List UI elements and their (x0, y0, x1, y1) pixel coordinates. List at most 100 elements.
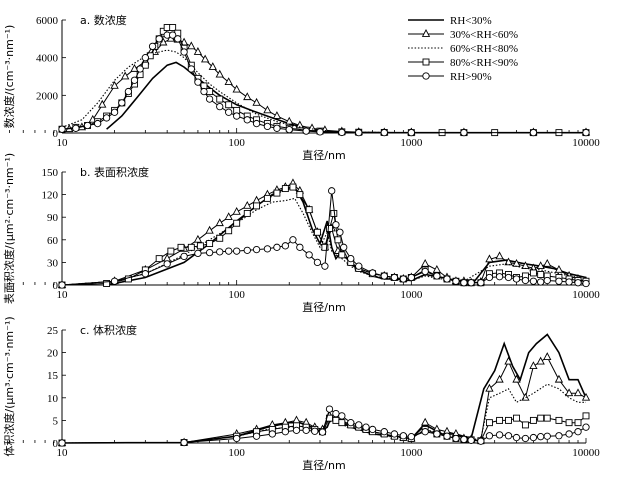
series-2-point (232, 206, 241, 215)
series-4-point (543, 414, 551, 422)
series-5 (58, 31, 590, 137)
series-4-point (225, 101, 233, 109)
series-2-point (200, 54, 210, 63)
series-5-point (347, 254, 355, 263)
series-2-point (130, 64, 139, 72)
series-5-point (292, 426, 301, 434)
series-5-point (216, 248, 224, 256)
series-5-point (296, 243, 304, 251)
series-5-point (407, 433, 415, 441)
series-5-point (289, 236, 297, 244)
series-5-point (252, 432, 261, 440)
series-5-point (399, 432, 407, 440)
series-5-point (233, 112, 241, 120)
series-5-point (512, 433, 521, 442)
series-5-point (355, 262, 363, 270)
series-5-point (273, 243, 281, 251)
series-5-point (495, 273, 504, 281)
series-line (61, 182, 587, 286)
y-tick-label: 60 (47, 235, 59, 247)
series-5-point (443, 275, 451, 283)
series-4-point (574, 419, 582, 427)
series-5-point (148, 42, 157, 51)
series-5-point (58, 125, 66, 133)
x-tick-label: 10000 (572, 137, 600, 149)
series-5-point (574, 428, 582, 436)
series-4-point (103, 280, 111, 287)
series-4-point (216, 234, 224, 242)
series-2-point (564, 388, 574, 397)
series-4-point (338, 419, 346, 427)
series-5-point (141, 54, 149, 62)
panel-1: 10 100 1000 10000 0 2000 4000 6000 直径/nm 数浓度/(cm⁻… (2, 13, 600, 162)
series-4-point (187, 243, 195, 251)
series-2-point (121, 71, 130, 80)
series-5-point (225, 247, 233, 255)
x-tick-label: 10 (57, 289, 69, 301)
series-2-point (208, 62, 217, 70)
series-5-point (380, 272, 388, 280)
series-5-point (380, 128, 388, 137)
series-5-point (452, 434, 460, 443)
series-5-point (582, 423, 590, 431)
series-2-point (536, 356, 545, 365)
series-5-point (338, 128, 346, 137)
y-tick-label: 6000 (36, 15, 59, 27)
series-5-point (504, 432, 513, 440)
series-5-point (485, 273, 494, 282)
series-5-point (467, 436, 475, 444)
series-5-point (174, 35, 182, 43)
series-5-point (543, 432, 551, 440)
series-4-point (216, 95, 224, 103)
series-5 (58, 405, 590, 447)
series-5-point (252, 245, 261, 254)
series-5-point (318, 428, 327, 436)
series-2-point (224, 212, 233, 221)
series-1 (106, 186, 587, 286)
series-4-point (263, 194, 271, 202)
series-2-point (243, 92, 252, 101)
series-5-point (313, 258, 322, 267)
chart-title: c. 体积浓度 (80, 323, 137, 337)
legend: RH<30% 30%<RH<60% 60%<RH<80% 80%<RH<90% RH>9… (408, 15, 518, 83)
series-5-point (243, 116, 251, 124)
series-5-point (390, 273, 399, 282)
series-4-point (582, 412, 590, 420)
y-tick-label: 0 (53, 280, 59, 292)
legend-point (422, 72, 430, 80)
series-5-point (302, 127, 310, 135)
series-4-point (169, 24, 177, 31)
series-5-point (521, 276, 530, 285)
x-axis-label: 直径/nm (302, 148, 345, 162)
legend-label: RH<30% (450, 15, 492, 27)
series-5-point (136, 65, 144, 73)
series-5-point (529, 433, 538, 442)
series-4-point (521, 421, 529, 429)
series-5-point (328, 187, 336, 195)
series-2-point (573, 388, 583, 397)
series-4-point (281, 185, 289, 193)
series-5-point (110, 108, 119, 116)
series-5-point (305, 251, 313, 259)
x-tick-label: 100 (228, 289, 245, 301)
series-5-point (58, 439, 66, 447)
series-5-point (311, 427, 319, 435)
series-line (61, 186, 587, 286)
y-tick-label: 120 (42, 190, 59, 202)
y-tick-label: 15 (47, 370, 59, 382)
series-5-point (332, 409, 340, 418)
series-2-point (512, 374, 521, 383)
series-2-point (504, 356, 513, 365)
series-5-point (433, 272, 441, 280)
legend-label: 80%<RH<90% (450, 57, 518, 69)
series-4-point (332, 416, 340, 424)
series-5-point (180, 48, 188, 56)
series-4-point (505, 416, 512, 424)
series-4-point (485, 419, 493, 427)
series-5-point (281, 428, 290, 436)
series-5-point (316, 128, 324, 136)
series-5 (58, 187, 590, 289)
x-tick-label: 1000 (400, 289, 423, 301)
series-5-point (180, 438, 188, 447)
y-tick-label: 30 (47, 257, 59, 269)
